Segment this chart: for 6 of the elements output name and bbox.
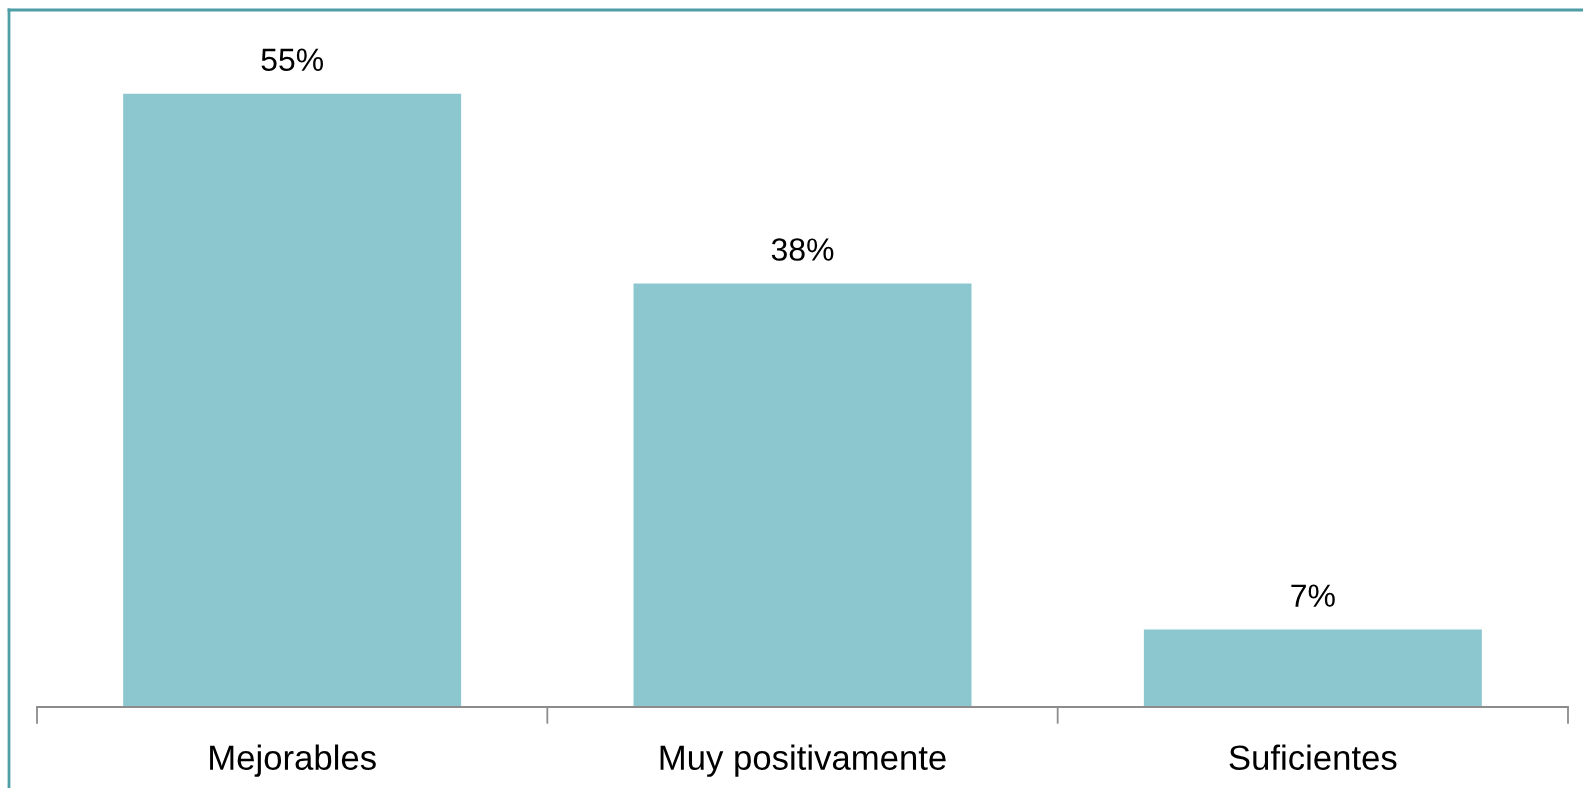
data-label: 55% (261, 48, 323, 72)
x-tick-label: Muy positivamente (660, 744, 946, 777)
x-tick-label: Mejorables (210, 744, 376, 777)
data-label: 7% (1291, 584, 1335, 607)
x-tick-label: Suficientes (1229, 744, 1397, 770)
data-label: 38% (771, 238, 834, 261)
